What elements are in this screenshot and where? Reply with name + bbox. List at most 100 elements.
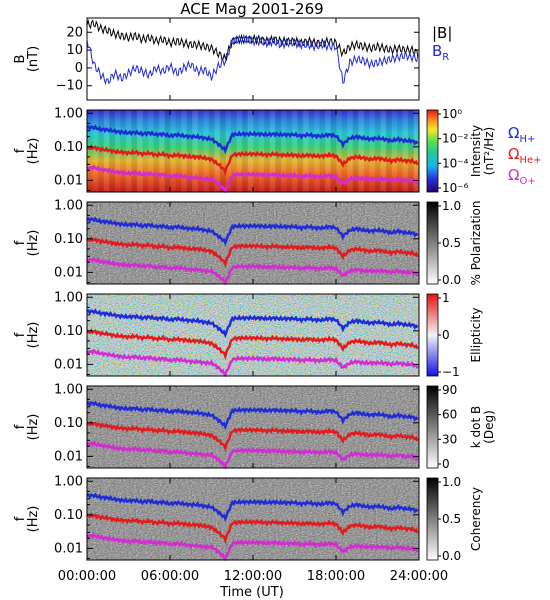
series-line-b-radial — [86, 33, 419, 86]
spectrogram-column — [297, 110, 304, 192]
spectrogram-column — [87, 110, 93, 192]
colorbar-scale — [426, 109, 439, 193]
y-tick-label: 1.00 — [54, 474, 83, 489]
colorbar-unit: (Deg) — [482, 410, 496, 444]
spectrogram-column — [253, 110, 259, 192]
spectrogram-column — [407, 110, 414, 192]
spectrogram-column — [264, 110, 271, 192]
spectrogram-column — [208, 110, 215, 192]
spectrogram-column — [120, 110, 127, 192]
colorbar-label: Coherency — [469, 487, 483, 551]
gyro-line-o-plus — [85, 348, 419, 378]
gyro-line-h-plus — [86, 308, 419, 339]
spectrogram-column — [136, 110, 143, 192]
spectrogram-column — [341, 110, 348, 192]
panel-magnetic-field: −10 0 10 20 B(nT) |B|BR — [13, 17, 452, 101]
y-tick-label: 0 — [75, 61, 83, 76]
spectrogram-column — [302, 110, 309, 192]
spectrogram-column — [286, 110, 293, 192]
spectrogram-column — [192, 110, 199, 192]
colorbar-tick-label: 90 — [442, 383, 457, 397]
gyro-line-he-plus — [86, 512, 419, 545]
gyro-line-o-plus — [85, 256, 419, 286]
y-tick-label: 0.10 — [54, 416, 83, 431]
spectrogram-column — [230, 110, 237, 192]
x-tick-label: 24:00:00 — [390, 569, 448, 584]
spectrogram-column — [219, 110, 226, 192]
colorbar-scale — [426, 293, 439, 377]
colorbar-tick-label: 0.0 — [442, 273, 461, 287]
spectrogram-column — [92, 110, 99, 192]
spectrogram-column — [197, 110, 204, 192]
colorbar: 1.0 0.5 0.0 Coherency — [426, 475, 483, 563]
spectrogram-column — [153, 110, 160, 192]
gyro-line-he-plus — [86, 236, 419, 269]
plot-frame — [86, 17, 420, 101]
y-tick-label: 0.01 — [54, 173, 83, 188]
colorbar-label: k dot B — [469, 406, 483, 448]
y-tick-label: 0.10 — [54, 140, 83, 155]
y-tick-label: 0.01 — [54, 541, 83, 556]
spectrogram-column — [363, 110, 370, 192]
y-tick-label: 0.01 — [54, 449, 83, 464]
colorbar-label: Intensity — [469, 125, 483, 177]
spectrogram-column — [170, 110, 176, 192]
y-axis-unit: (Hz) — [26, 230, 41, 257]
colorbar-scale — [426, 477, 439, 561]
y-tick-label: 0.01 — [54, 357, 83, 372]
y-axis-label: f — [13, 240, 28, 245]
y-tick-label: 10 — [66, 43, 83, 58]
spectrogram-column — [308, 110, 315, 192]
spectrogram-column — [402, 110, 409, 192]
x-tick-label: 18:00:00 — [307, 569, 365, 584]
spectrogram-column — [247, 110, 254, 192]
spectrogram-column — [319, 110, 326, 192]
spectrogram-column — [313, 110, 320, 192]
x-tick-label: 06:00:00 — [141, 569, 199, 584]
y-tick-label: 1.00 — [54, 198, 83, 213]
colorbar-label: Ellipticity — [469, 308, 483, 363]
gyro-line-h-plus — [86, 124, 419, 155]
colorbar-tick-label: 0.5 — [442, 512, 461, 526]
legend-magnetic-field: |B|BR — [432, 24, 452, 63]
spectrogram-column — [214, 110, 221, 192]
y-tick-label: 1.00 — [54, 106, 83, 121]
y-tick-label: 20 — [66, 25, 83, 40]
panel-ellipticity: 1.00 0.10 0.01 f(Hz) 1 0 −1 Ellipticity — [13, 290, 483, 379]
series-line-b-total — [86, 18, 419, 62]
spectrogram-column — [369, 110, 376, 192]
spectrogram-column — [164, 110, 171, 192]
spectrogram-column — [347, 110, 354, 192]
y-axis-label: f — [13, 516, 28, 521]
spectrogram-column — [181, 110, 188, 192]
gyro-line-h-plus — [86, 492, 419, 523]
colorbar: 1.0 0.5 0.0 % Polarization — [426, 199, 483, 287]
spectrogram-column — [396, 110, 403, 192]
legend-gyro-h-plus: ΩH+ — [508, 124, 535, 145]
spectrogram-column — [142, 110, 149, 192]
gyro-line-o-plus — [85, 164, 419, 194]
x-tick-label: 00:00:00 — [58, 569, 116, 584]
spectrogram-column — [275, 110, 282, 192]
y-axis-unit: (Hz) — [26, 138, 41, 165]
panel-polarization: 1.00 0.10 0.01 f(Hz) 1.0 0.5 0.0 % Polarization — [13, 198, 483, 287]
colorbar-tick-label: 10⁻⁴ — [442, 156, 469, 170]
colorbar-tick-label: 1.0 — [442, 199, 461, 213]
panel-coherency: 1.00 0.10 0.01 f(Hz) 1.0 0.5 0.0 Coherency — [13, 474, 483, 563]
spectrogram-column — [203, 110, 210, 192]
spectrogram-column — [330, 110, 337, 192]
figure-title: ACE Mag 2001-269 — [180, 0, 323, 18]
gyro-line-h-plus — [86, 400, 419, 431]
colorbar-tick-label: 60 — [442, 408, 457, 422]
spectrogram-column — [352, 110, 359, 192]
colorbar-scale — [426, 385, 439, 469]
spectrogram-column — [374, 110, 381, 192]
colorbar: 1 0 −1 Ellipticity — [426, 291, 483, 379]
spectrogram-column — [269, 110, 276, 192]
legend-gyrofrequencies: ΩH+ΩHe+ΩO+ — [508, 124, 542, 187]
y-tick-label: −10 — [56, 79, 83, 94]
colorbar-scale — [426, 201, 439, 285]
x-axis-label: Time (UT) — [219, 585, 284, 600]
x-axis: 00:00:00 06:00:00 12:00:00 18:00:00 24:00:00… — [58, 569, 448, 600]
